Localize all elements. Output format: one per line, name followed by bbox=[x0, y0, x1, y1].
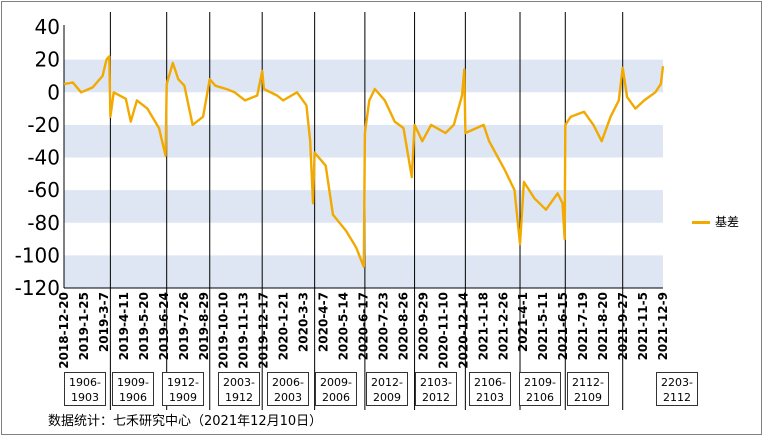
x-tick-label: 2019-5-20 bbox=[137, 292, 151, 360]
x-tick-label: 2020-3-3 bbox=[297, 292, 311, 352]
contract-box: 2203- 2112 bbox=[656, 372, 698, 406]
contract-box: 2106- 2103 bbox=[469, 372, 511, 406]
x-tick-label: 2021-2-26 bbox=[496, 292, 510, 360]
x-tick-label: 2021-7-19 bbox=[576, 292, 590, 360]
source-note: 数据统计：七禾研究中心（2021年12月10日） bbox=[48, 414, 323, 429]
contract-box: 2006- 2003 bbox=[267, 372, 309, 406]
y-tick-label: -100 bbox=[15, 243, 60, 267]
y-tick-label: -60 bbox=[27, 178, 60, 202]
x-tick-label: 2020-5-14 bbox=[337, 292, 351, 360]
y-tick-label: -80 bbox=[27, 211, 60, 235]
x-tick-label: 2019-7-26 bbox=[177, 292, 191, 360]
x-tick-label: 2020-8-26 bbox=[396, 292, 410, 360]
contract-box: 1912- 1909 bbox=[162, 372, 204, 406]
x-tick-label: 2021-6-15 bbox=[556, 292, 570, 360]
x-tick-label: 2020-12-14 bbox=[456, 292, 470, 369]
x-tick-label: 2019-10-10 bbox=[217, 292, 231, 369]
y-tick-label: -40 bbox=[27, 146, 60, 170]
y-tick-label: -120 bbox=[15, 276, 60, 300]
x-tick-label: 2019-1-25 bbox=[77, 292, 91, 360]
x-tick-label: 2021-12-9 bbox=[656, 292, 670, 360]
contract-box: 2009- 2006 bbox=[315, 372, 357, 406]
x-tick-label: 2021-4-1 bbox=[516, 292, 530, 352]
x-tick-label: 2020-4-7 bbox=[317, 292, 331, 352]
x-tick-label: 2019-12-17 bbox=[257, 292, 271, 369]
x-tick-label: 2020-6-17 bbox=[357, 292, 371, 360]
contract-box: 2109- 2106 bbox=[519, 372, 561, 406]
x-tick-label: 2021-9-27 bbox=[616, 292, 630, 360]
x-tick-label: 2021-1-18 bbox=[476, 292, 490, 360]
x-tick-label: 2020-7-23 bbox=[376, 292, 390, 360]
contract-box: 2103- 2012 bbox=[415, 372, 457, 406]
x-tick-label: 2020-1-21 bbox=[277, 292, 291, 360]
x-tick-label: 2021-5-11 bbox=[536, 292, 550, 360]
y-tick-label: 40 bbox=[35, 15, 60, 39]
x-tick-label: 2019-6-24 bbox=[157, 292, 171, 360]
x-tick-label: 2019-3-7 bbox=[97, 292, 111, 352]
x-tick-label: 2018-12-20 bbox=[57, 292, 71, 369]
x-tick-label: 2020-11-10 bbox=[436, 292, 450, 369]
x-tick-label: 2020-9-29 bbox=[416, 292, 430, 360]
x-tick-label: 2021-8-20 bbox=[596, 292, 610, 360]
legend-swatch bbox=[692, 221, 710, 224]
y-tick-label: 0 bbox=[47, 80, 60, 104]
x-tick-label: 2021-11-5 bbox=[636, 292, 650, 360]
contract-box: 2012- 2009 bbox=[366, 372, 408, 406]
x-tick-label: 2019-4-11 bbox=[117, 292, 131, 360]
contract-box: 2112- 2109 bbox=[567, 372, 609, 406]
contract-box: 1909- 1906 bbox=[112, 372, 154, 406]
x-tick-label: 2019-8-29 bbox=[197, 292, 211, 360]
y-tick-label: -20 bbox=[27, 113, 60, 137]
contract-box: 1906- 1903 bbox=[64, 372, 106, 406]
legend-label: 基差 bbox=[715, 215, 740, 229]
series-line-basis bbox=[63, 55, 665, 268]
contract-box: 2003- 1912 bbox=[218, 372, 260, 406]
y-tick-label: 20 bbox=[35, 48, 60, 72]
legend: 基差 bbox=[692, 213, 739, 230]
grid-band bbox=[64, 59, 663, 93]
grid-band bbox=[64, 124, 663, 158]
x-tick-label: 2019-11-13 bbox=[237, 292, 251, 369]
